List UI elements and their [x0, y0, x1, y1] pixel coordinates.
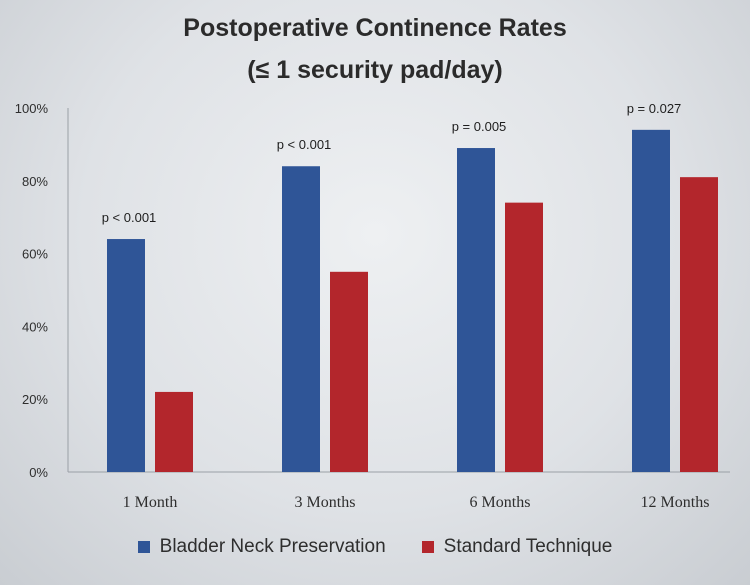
x-tick-label: 3 Months — [295, 494, 356, 511]
p-value-label: p < 0.001 — [277, 137, 332, 152]
p-value-label: p = 0.027 — [627, 101, 682, 116]
legend-item-series-1: Bladder Neck Preservation — [137, 536, 386, 558]
x-tick-label: 12 Months — [641, 494, 710, 511]
bar-series-1-3 — [632, 129, 670, 472]
x-axis-labels: 1 Month 3 Months 6 Months 12 Months — [123, 494, 710, 511]
bar-series-1-1 — [282, 166, 320, 473]
legend: Bladder Neck Preservation Standard Techn… — [0, 536, 750, 558]
y-axis-ticks: 0% 20% 40% 60% 80% 100% — [15, 101, 49, 480]
x-tick-label: 1 Month — [123, 494, 178, 511]
bar-series-2-1 — [330, 271, 368, 472]
legend-item-series-2: Standard Technique — [421, 536, 613, 558]
y-tick-label: 80% — [22, 174, 48, 189]
bars — [107, 129, 718, 473]
legend-label: Bladder Neck Preservation — [159, 536, 386, 557]
legend-swatch — [421, 541, 434, 553]
bar-series-2-2 — [505, 202, 543, 472]
p-value-annotations: p < 0.001 p < 0.001 p = 0.005 p = 0.027 — [102, 101, 682, 225]
y-tick-label: 60% — [22, 247, 48, 262]
bar-series-2-0 — [155, 391, 193, 472]
y-tick-label: 0% — [29, 465, 48, 480]
chart-title: Postoperative Continence Rates — [183, 14, 567, 42]
y-tick-label: 100% — [15, 101, 49, 116]
bar-series-1-2 — [457, 148, 495, 473]
chart-subtitle: (≤ 1 security pad/day) — [247, 56, 503, 84]
legend-label: Standard Technique — [443, 536, 613, 557]
bar-series-2-3 — [680, 177, 718, 472]
y-tick-label: 40% — [22, 319, 48, 334]
p-value-label: p < 0.001 — [102, 210, 157, 225]
p-value-label: p = 0.005 — [452, 119, 507, 134]
legend-swatch — [137, 541, 150, 553]
x-tick-label: 6 Months — [470, 494, 531, 511]
bar-series-1-0 — [107, 239, 145, 472]
y-tick-label: 20% — [22, 392, 48, 407]
